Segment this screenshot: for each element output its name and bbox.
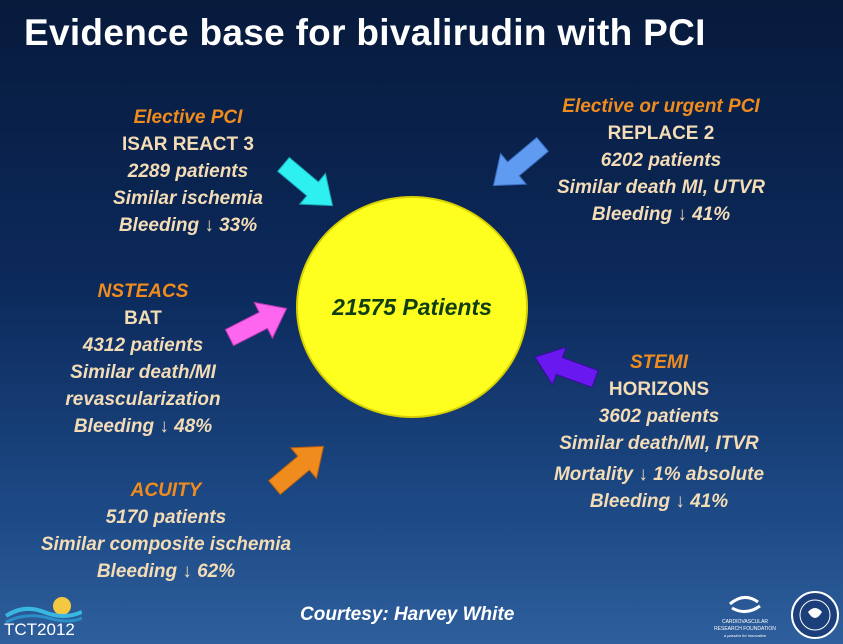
patient-count: 3602 patients (598, 406, 720, 427)
total-patients-label: 21575 Patients (332, 293, 492, 320)
arrow-left-down-icon (492, 136, 550, 187)
bleeding-line: Bleeding ↓ 62% (96, 561, 236, 582)
outcome-line: Similar death/MI, ITVR (559, 433, 759, 454)
mortality-line: Mortality ↓ 1% absolute (553, 464, 765, 485)
bleeding-line: Bleeding ↓ 33% (118, 215, 258, 236)
page-title: Evidence base for bivalirudin with PCI (24, 12, 706, 53)
acc-seal-logo (791, 591, 839, 639)
acuity-block: ACUITY 5170 patients Similar composite i… (18, 477, 314, 585)
trial-name: BAT (124, 308, 162, 329)
bat-block: NSTEACS BAT 4312 patients Similar death/… (48, 278, 238, 440)
trial-name: ISAR REACT 3 (122, 134, 254, 155)
arrow-right-up-icon (224, 301, 288, 347)
arrow-right-up-icon (267, 445, 325, 496)
arrow-right-down-icon (276, 156, 334, 207)
courtesy-footer: Courtesy: Harvey White (300, 604, 515, 625)
horizons-block: STEMI HORIZONS 3602 patients Similar dea… (528, 349, 790, 515)
tct-logo (4, 597, 82, 624)
block-heading: STEMI (629, 352, 689, 373)
crf-tagline: a passion for innovation (724, 633, 767, 638)
block-heading: ACUITY (130, 480, 202, 501)
outcome-line: Similar death/MI (70, 362, 216, 383)
tct-logo-label: TCT2012 (4, 620, 75, 639)
outcome-line: revascularization (65, 389, 221, 410)
block-heading: NSTEACS (97, 281, 189, 302)
bleeding-line: Bleeding ↓ 41% (589, 491, 729, 512)
crf-line-1: CARDIOVASCULAR (722, 619, 768, 625)
patient-count: 6202 patients (600, 150, 722, 171)
crf-line-2: RESEARCH FOUNDATION (714, 626, 776, 632)
bleeding-line: Bleeding ↓ 41% (591, 204, 731, 225)
outcome-line: Similar ischemia (113, 188, 263, 209)
patient-count: 4312 patients (82, 335, 204, 356)
trial-name: HORIZONS (608, 379, 710, 400)
arrow-left-up-icon (534, 346, 599, 389)
block-heading: Elective PCI (133, 107, 243, 128)
outcome-line: Similar composite ischemia (40, 534, 292, 555)
replace-2-block: Elective or urgent PCI REPLACE 2 6202 pa… (530, 93, 792, 228)
bleeding-line: Bleeding ↓ 48% (73, 416, 213, 437)
patient-count: 5170 patients (105, 507, 227, 528)
patient-count: 2289 patients (127, 161, 249, 182)
trial-name: REPLACE 2 (607, 123, 715, 144)
block-heading: Elective or urgent PCI (562, 96, 760, 117)
isar-react-3-block: Elective PCI ISAR REACT 3 2289 patients … (98, 104, 278, 239)
outcome-line: Similar death MI, UTVR (557, 177, 765, 198)
total-patients-circle: 21575 Patients (296, 196, 528, 418)
crf-logo: CARDIOVASCULAR RESEARCH FOUNDATION a pas… (714, 596, 776, 638)
